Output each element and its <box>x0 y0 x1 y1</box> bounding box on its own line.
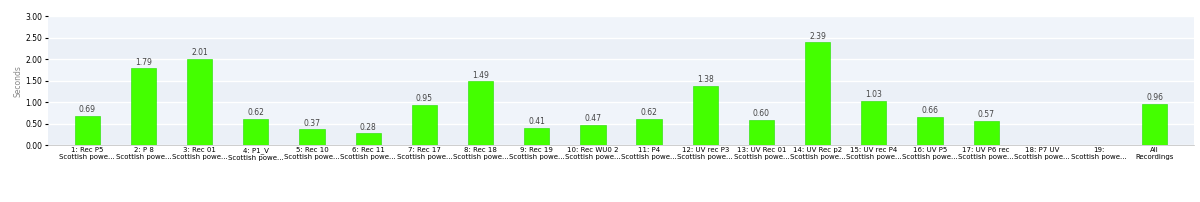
Bar <box>636 119 661 145</box>
Text: 0.47: 0.47 <box>584 115 601 123</box>
Bar <box>131 68 156 145</box>
Text: 1.03: 1.03 <box>865 90 882 99</box>
Bar <box>805 42 830 145</box>
Bar <box>917 117 943 145</box>
Text: 0.95: 0.95 <box>416 94 433 103</box>
Text: 0.28: 0.28 <box>360 123 377 132</box>
Bar <box>48 81 1194 102</box>
Text: 0.62: 0.62 <box>641 108 658 117</box>
Text: 0.96: 0.96 <box>1146 93 1163 102</box>
Bar <box>48 102 1194 124</box>
Text: 0.57: 0.57 <box>978 110 995 119</box>
Bar <box>1142 104 1168 145</box>
Text: 0.66: 0.66 <box>922 106 938 115</box>
Bar <box>355 133 380 145</box>
Bar <box>862 101 887 145</box>
Bar <box>468 81 493 145</box>
Text: 1.49: 1.49 <box>472 70 488 80</box>
Y-axis label: Seconds: Seconds <box>13 65 23 97</box>
Text: 0.41: 0.41 <box>528 117 545 126</box>
Bar <box>412 104 437 145</box>
Bar <box>187 59 212 145</box>
Text: 2.39: 2.39 <box>809 32 826 41</box>
Bar <box>48 124 1194 145</box>
Bar <box>48 59 1194 81</box>
Bar <box>524 128 550 145</box>
Bar <box>74 116 100 145</box>
Bar <box>244 119 269 145</box>
Bar <box>48 16 1194 38</box>
Text: 1.79: 1.79 <box>136 58 152 67</box>
Bar <box>299 129 325 145</box>
Bar <box>692 86 718 145</box>
Text: 0.37: 0.37 <box>304 119 320 128</box>
Bar <box>581 125 606 145</box>
Text: 2.01: 2.01 <box>191 48 208 57</box>
Bar <box>749 120 774 145</box>
Text: 0.62: 0.62 <box>247 108 264 117</box>
Text: 1.38: 1.38 <box>697 75 714 84</box>
Text: 0.69: 0.69 <box>79 105 96 114</box>
Bar <box>48 38 1194 59</box>
Bar <box>973 121 998 145</box>
Text: 0.60: 0.60 <box>752 109 770 118</box>
